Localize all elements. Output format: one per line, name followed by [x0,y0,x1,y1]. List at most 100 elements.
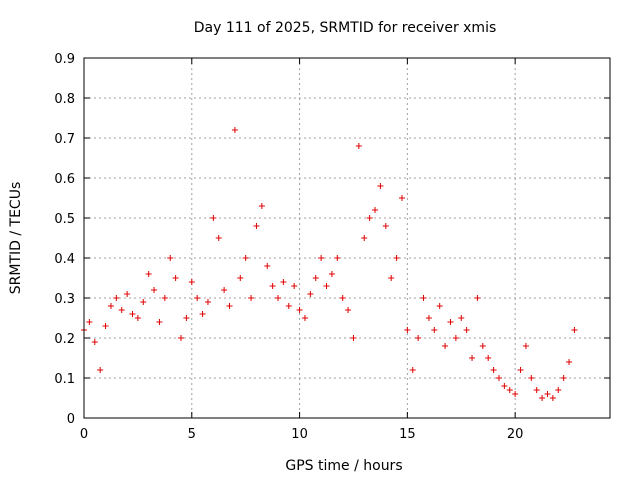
y-tick-label: 0 [67,412,75,427]
data-point [409,367,416,373]
y-tick-label: 0.6 [54,172,75,187]
data-point [102,323,109,329]
y-tick-label: 0.3 [54,292,75,307]
data-point [506,387,513,393]
data-point [539,395,546,401]
data-point [221,287,228,293]
data-point [264,263,271,269]
data-point [452,335,459,341]
grid-lines [84,58,610,418]
data-point [188,279,195,285]
data-point [522,343,529,349]
data-point [555,387,562,393]
data-point [366,215,373,221]
x-tick-label: 0 [80,427,88,442]
data-point [248,295,255,301]
data-point [226,303,233,309]
data-point [517,367,524,373]
data-point [447,319,454,325]
data-point [528,375,535,381]
data-point [398,195,405,201]
data-point [404,327,411,333]
y-tick-labels: 0 0.1 0.2 0.3 0.4 0.5 0.6 0.7 0.8 0.9 [54,52,75,427]
data-point [215,235,222,241]
data-point [178,335,185,341]
data-point [436,303,443,309]
data-point [242,255,249,261]
data-point [312,275,319,281]
data-point [253,223,260,229]
data-point [479,343,486,349]
data-point [237,275,244,281]
y-tick-label: 0.1 [54,372,75,387]
data-point [377,183,384,189]
x-tick-label: 10 [291,427,308,442]
data-point [285,303,292,309]
data-point [318,255,325,261]
x-tick-label: 5 [188,427,196,442]
data-point [323,283,330,289]
data-point [458,315,465,321]
data-point [571,327,578,333]
data-point [549,395,556,401]
data-point [145,271,152,277]
data-point [97,367,104,373]
x-tick-label: 20 [507,427,524,442]
data-point [301,315,308,321]
data-point [118,307,125,313]
data-point [291,283,298,289]
y-tick-label: 0.9 [54,52,75,67]
data-point [210,215,217,221]
data-point [339,295,346,301]
data-point [134,315,141,321]
data-point [86,319,93,325]
data-point [107,303,114,309]
data-point [307,291,314,297]
data-point [415,335,422,341]
y-tick-label: 0.4 [54,252,75,267]
data-point [345,307,352,313]
y-tick-label: 0.7 [54,132,75,147]
data-point [156,319,163,325]
data-point [269,283,276,289]
data-point [382,223,389,229]
data-point [469,355,476,361]
y-tick-label: 0.2 [54,332,75,347]
data-point [350,335,357,341]
data-point [485,355,492,361]
data-point [566,359,573,365]
data-point [361,235,368,241]
data-point [296,307,303,313]
data-point [431,327,438,333]
data-point [129,311,136,317]
data-point [334,255,341,261]
y-tick-label: 0.8 [54,92,75,107]
x-axis-label: GPS time / hours [285,458,402,474]
data-point [372,207,379,213]
data-point [544,391,551,397]
data-point [275,295,282,301]
data-point [124,291,131,297]
data-point [140,299,147,305]
axis-ticks [83,57,610,419]
data-point [560,375,567,381]
data-point [533,387,540,393]
y-axis-label: SRMTID / TECUs [8,182,24,295]
data-point [167,255,174,261]
plot-frame [83,57,611,419]
data-point [388,275,395,281]
data-point [280,279,287,285]
data-point [199,311,206,317]
data-point [172,275,179,281]
data-point [474,295,481,301]
data-points [81,127,578,401]
data-point [328,271,335,277]
data-point [231,127,238,133]
data-point [258,203,265,209]
data-point [420,295,427,301]
data-point [501,383,508,389]
y-tick-label: 0.5 [54,212,75,227]
data-point [183,315,190,321]
data-point [355,143,362,149]
